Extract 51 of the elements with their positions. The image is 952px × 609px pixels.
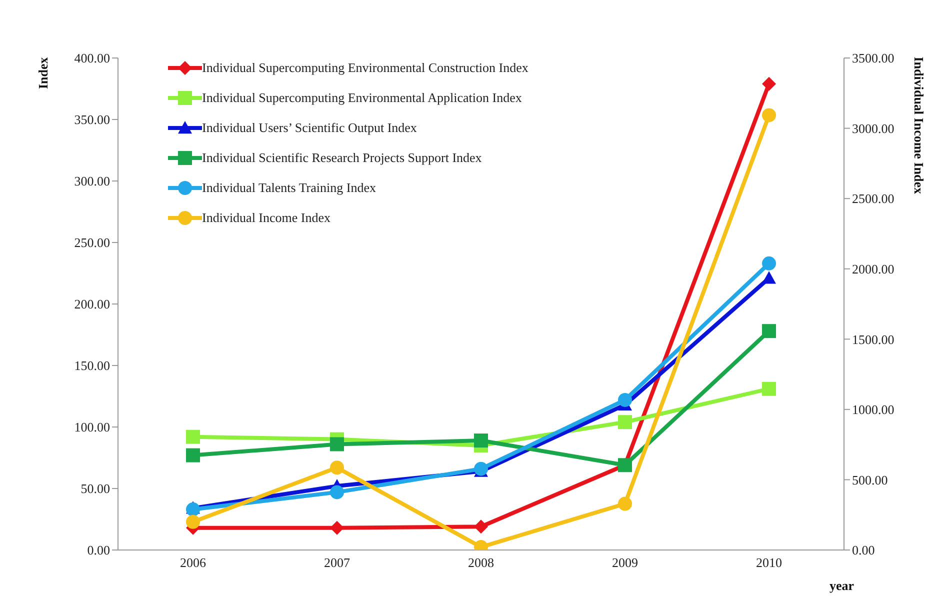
y2-axis-title: Individual Income Index (911, 56, 926, 194)
y2-tick-label: 1000.00 (852, 402, 894, 418)
point (330, 485, 344, 500)
point (618, 415, 632, 430)
legend-label: Individual Supercomputing Environmental Construction Index (202, 60, 528, 76)
point (762, 324, 776, 338)
point (762, 382, 776, 396)
y-tick-label: 0.00 (87, 542, 110, 558)
point (618, 496, 632, 511)
point (186, 502, 200, 516)
y2-tick-label: 0.00 (852, 542, 875, 558)
x-tick-label: 2008 (468, 555, 494, 570)
point (762, 256, 776, 270)
legend-label: Individual Income Index (202, 210, 331, 226)
y2-tick-label: 500.00 (852, 472, 888, 488)
point (474, 520, 488, 534)
point (330, 437, 344, 452)
y-tick-label: 250.00 (74, 235, 110, 250)
y-tick-label: 100.00 (74, 420, 110, 435)
legend-label: Individual Supercomputing Environmental Application Index (202, 90, 522, 106)
point (762, 108, 776, 122)
legend-label: Individual Scientific Research Projects Support Index (202, 150, 482, 166)
point (186, 514, 200, 529)
point (474, 434, 488, 448)
point (762, 76, 776, 91)
y-tick-label: 300.00 (74, 174, 110, 189)
y-tick-label: 200.00 (74, 296, 110, 312)
x-tick-label: 2009 (612, 555, 638, 570)
y-tick-label: 150.00 (74, 358, 110, 374)
y2-tick-label: 2500.00 (852, 191, 894, 206)
legend-label: Individual Users’ Scientific Output Index (202, 120, 417, 136)
point (762, 271, 776, 284)
legend-label: Individual Talents Training Index (202, 180, 376, 196)
y-tick-label: 50.00 (80, 481, 110, 496)
x-tick-label: 2006 (180, 555, 206, 570)
point (330, 460, 344, 475)
x-tick-label: 2007 (324, 555, 350, 570)
y-tick-label: 400.00 (74, 50, 110, 66)
point (330, 520, 344, 535)
point (186, 430, 200, 444)
point (186, 448, 200, 462)
y2-tick-label: 2000.00 (852, 261, 894, 276)
point (474, 462, 488, 476)
x-tick-label: 2010 (756, 555, 782, 570)
y2-tick-label: 3000.00 (852, 120, 894, 136)
x-axis-title: year (829, 578, 854, 593)
y2-tick-label: 3500.00 (852, 50, 894, 66)
y-axis-title: Index (36, 56, 51, 89)
y-tick-label: 350.00 (74, 112, 110, 128)
y2-tick-label: 1500.00 (852, 332, 894, 347)
point (618, 392, 632, 407)
